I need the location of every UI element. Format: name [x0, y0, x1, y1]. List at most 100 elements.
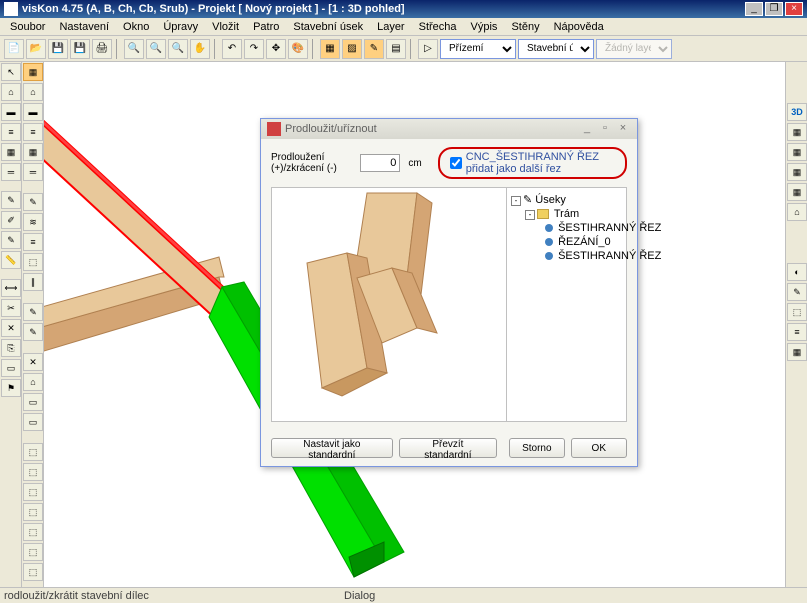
menu-layer[interactable]: Layer	[371, 20, 411, 34]
cnc-checkbox[interactable]	[450, 157, 462, 169]
dialog-minimize-icon[interactable]: _	[579, 122, 595, 136]
tool-c-icon[interactable]: ≡	[23, 123, 43, 141]
tool-w-icon[interactable]: ⬚	[23, 563, 43, 581]
view-r9-icon[interactable]: ≡	[787, 323, 807, 341]
lines-icon[interactable]: ≡	[1, 123, 21, 141]
tree-root[interactable]: -✎ Úseky	[511, 192, 622, 207]
maximize-button[interactable]: ❐	[765, 2, 783, 16]
menu-vlozit[interactable]: Vložit	[206, 20, 245, 34]
cancel-button[interactable]: Storno	[509, 438, 564, 458]
tree-item-0[interactable]: ŠESTIHRANNÝ ŘEZ	[511, 221, 622, 235]
layer-select[interactable]: Žádný layer	[596, 39, 672, 59]
cursor-icon[interactable]: ▷	[418, 39, 438, 59]
menu-nastaveni[interactable]: Nastavení	[53, 20, 115, 34]
set-standard-button[interactable]: Nastavit jako standardní	[271, 438, 393, 458]
colors-icon[interactable]: 🎨	[288, 39, 308, 59]
layer-icon[interactable]: ▭	[1, 359, 21, 377]
dialog-tree[interactable]: -✎ Úseky - Trám ŠESTIHRANNÝ ŘEZ ŘEZÁNÍ_0…	[506, 188, 626, 421]
copy-icon[interactable]: ⎘	[1, 339, 21, 357]
tool-b-icon[interactable]: ▬	[23, 103, 43, 121]
tool-d-icon[interactable]: ▦	[23, 143, 43, 161]
tree-beam[interactable]: - Trám	[511, 207, 622, 221]
zoom-out-icon[interactable]: 🔍	[146, 39, 166, 59]
dialog-maximize-icon[interactable]: ▫	[597, 122, 613, 136]
grid-icon[interactable]: ▦	[1, 143, 21, 161]
menu-soubor[interactable]: Soubor	[4, 20, 51, 34]
tool-l-icon[interactable]: ✎	[23, 323, 43, 341]
dim-icon[interactable]: ⟷	[1, 279, 21, 297]
del-icon[interactable]: ✕	[1, 319, 21, 337]
undo-icon[interactable]: ↶	[222, 39, 242, 59]
menu-strecha[interactable]: Střecha	[413, 20, 463, 34]
tool-s-icon[interactable]: ⬚	[23, 483, 43, 501]
zoom-fit-icon[interactable]: 🔍	[168, 39, 188, 59]
view-r5-icon[interactable]: ⌂	[787, 203, 807, 221]
menu-okno[interactable]: Okno	[117, 20, 155, 34]
pen2-icon[interactable]: ✐	[1, 211, 21, 229]
view-r10-icon[interactable]: ▦	[787, 343, 807, 361]
open-icon[interactable]: 📂	[26, 39, 46, 59]
tree-item-1[interactable]: ŘEZÁNÍ_0	[511, 235, 622, 249]
tool-r-icon[interactable]: ⬚	[23, 463, 43, 481]
pen3-icon[interactable]: ✎	[1, 231, 21, 249]
tool2-icon[interactable]: ▨	[342, 39, 362, 59]
tool3-icon[interactable]: ✎	[364, 39, 384, 59]
dialog-close-icon[interactable]: ×	[615, 122, 631, 136]
close-button[interactable]: ×	[785, 2, 803, 16]
view-r8-icon[interactable]: ⬚	[787, 303, 807, 321]
flag-icon[interactable]: ⚑	[1, 379, 21, 397]
view-r4-icon[interactable]: ▦	[787, 183, 807, 201]
pen-icon[interactable]: ✎	[1, 191, 21, 209]
hlines-icon[interactable]: ═	[1, 163, 21, 181]
new-icon[interactable]: 📄	[4, 39, 24, 59]
menu-patro[interactable]: Patro	[247, 20, 285, 34]
pan-icon[interactable]: ✋	[190, 39, 210, 59]
tool1-icon[interactable]: ▦	[320, 39, 340, 59]
tool-f-icon[interactable]: ✎	[23, 193, 43, 211]
redo-icon[interactable]: ↷	[244, 39, 264, 59]
tool-o-icon[interactable]: ▭	[23, 393, 43, 411]
tool-k-icon[interactable]: ✎	[23, 303, 43, 321]
select-icon[interactable]: ↖	[1, 63, 21, 81]
tool-e-icon[interactable]: ═	[23, 163, 43, 181]
tool-g-icon[interactable]: ≋	[23, 213, 43, 231]
tool-t-icon[interactable]: ⬚	[23, 503, 43, 521]
tool-h-icon[interactable]: ≡	[23, 233, 43, 251]
section-select[interactable]: Stavební úsek	[518, 39, 594, 59]
floor-select[interactable]: Přízemí	[440, 39, 516, 59]
save-as-icon[interactable]: 💾	[70, 39, 90, 59]
dialog-titlebar[interactable]: Prodloužit/uříznout _ ▫ ×	[261, 119, 637, 139]
tool-p-icon[interactable]: ▭	[23, 413, 43, 431]
roof-icon[interactable]: ⌂	[1, 83, 21, 101]
ruler-icon[interactable]: 📏	[1, 251, 21, 269]
tool-v-icon[interactable]: ⬚	[23, 543, 43, 561]
tool4-icon[interactable]: ▤	[386, 39, 406, 59]
selected-tool-icon[interactable]: ▦	[23, 63, 43, 81]
menu-vypis[interactable]: Výpis	[465, 20, 504, 34]
move-icon[interactable]: ✥	[266, 39, 286, 59]
view-r2-icon[interactable]: ▦	[787, 143, 807, 161]
tool-n-icon[interactable]: ⌂	[23, 373, 43, 391]
minimize-button[interactable]: _	[745, 2, 763, 16]
menu-steny[interactable]: Stěny	[505, 20, 545, 34]
print-icon[interactable]: 🖨	[92, 39, 112, 59]
menu-napoveda[interactable]: Nápověda	[548, 20, 610, 34]
tool-m-icon[interactable]: ✕	[23, 353, 43, 371]
menu-upravy[interactable]: Úpravy	[157, 20, 204, 34]
zoom-in-icon[interactable]: 🔍	[124, 39, 144, 59]
view-r1-icon[interactable]: ▦	[787, 123, 807, 141]
tree-item-2[interactable]: ŠESTIHRANNÝ ŘEZ	[511, 249, 622, 263]
view-r7-icon[interactable]: ✎	[787, 283, 807, 301]
tool-q-icon[interactable]: ⬚	[23, 443, 43, 461]
tool-a-icon[interactable]: ⌂	[23, 83, 43, 101]
tool-u-icon[interactable]: ⬚	[23, 523, 43, 541]
view-r6-icon[interactable]: ◐	[787, 263, 807, 281]
extend-input[interactable]	[360, 154, 400, 172]
cut-icon[interactable]: ✂	[1, 299, 21, 317]
menu-stavebni-usek[interactable]: Stavební úsek	[287, 20, 369, 34]
tool-i-icon[interactable]: ⬚	[23, 253, 43, 271]
view-r3-icon[interactable]: ▦	[787, 163, 807, 181]
ok-button[interactable]: OK	[571, 438, 627, 458]
take-standard-button[interactable]: Převzít standardní	[399, 438, 497, 458]
tool-j-icon[interactable]: ∥	[23, 273, 43, 291]
